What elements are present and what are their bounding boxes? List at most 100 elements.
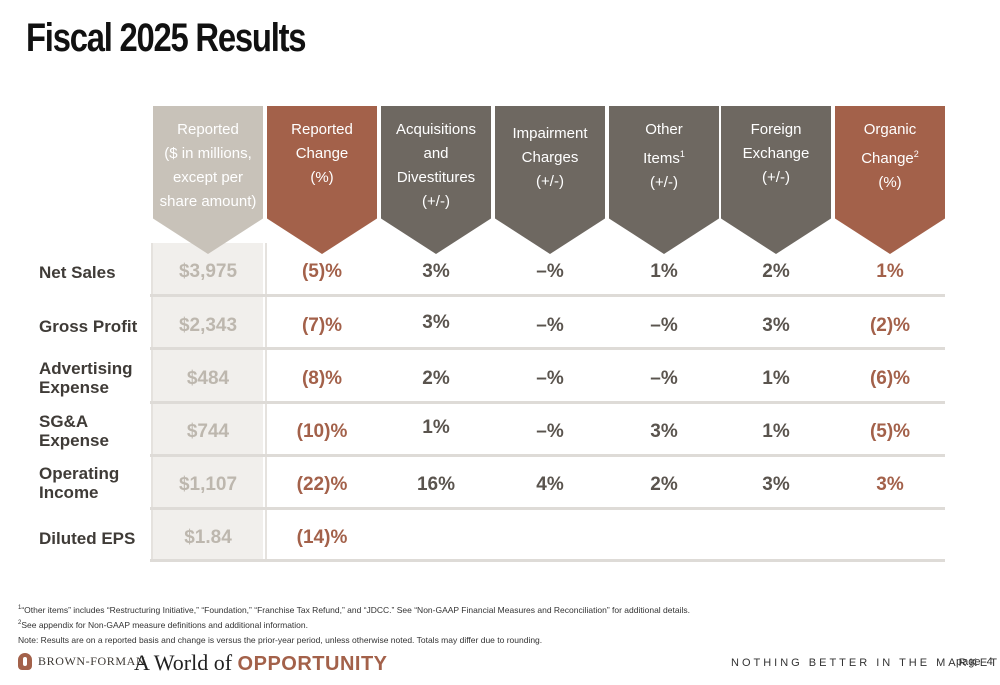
header-line: Reported	[291, 121, 353, 138]
table-cell: (6)%	[869, 368, 911, 389]
header-line: Change	[295, 145, 349, 162]
header-text: Foreign Exchange (+/-)	[721, 118, 831, 190]
row-label: Gross Profit	[39, 317, 138, 336]
header-line: Impairment	[512, 125, 588, 142]
header-line: Organic	[863, 121, 917, 138]
header-chevron	[835, 106, 945, 254]
brand-mark-icon	[18, 653, 32, 670]
table-cell: $3,975	[178, 261, 238, 282]
row-divider	[150, 347, 945, 350]
header-line: Reported	[177, 121, 239, 138]
column-header-organic-change: Organic Change2 (%)	[835, 106, 945, 254]
header-line: Items1	[613, 142, 715, 171]
header-line: Other	[645, 121, 683, 138]
page-label: page	[956, 656, 981, 668]
table-cell: –%	[536, 421, 564, 442]
row-label: Net Sales	[39, 263, 116, 282]
brand-name: BROWN-FORMAN	[38, 654, 146, 668]
table-cell: $2,343	[178, 315, 238, 336]
row-label: SG&A Expense	[39, 412, 109, 450]
row-label: Diluted EPS	[39, 529, 136, 548]
footnote-marker: 2	[18, 620, 22, 627]
header-line: (+/-)	[762, 169, 790, 186]
header-line: and	[423, 145, 449, 162]
header-chevron	[495, 106, 605, 254]
table-cell: $1,107	[178, 474, 238, 495]
header-text: Acquisitions and Divestitures (+/-)	[381, 118, 491, 214]
column-header-reported: Reported ($ in millions, except per shar…	[153, 106, 263, 254]
table-cell: $1.84	[184, 527, 232, 548]
column-header-acquisitions: Acquisitions and Divestitures (+/-)	[381, 106, 491, 254]
header-text: Impairment Charges (+/-)	[495, 122, 605, 194]
header-line: Change2	[839, 142, 941, 171]
tagline: A World of OPPORTUNITY	[134, 650, 388, 676]
header-line: (%)	[310, 169, 334, 186]
footnote-text: See appendix for Non-GAAP measure defini…	[21, 620, 308, 630]
row-divider	[150, 507, 945, 510]
footnote-text: “Other items” includes “Restructuring In…	[21, 605, 690, 615]
table-cell: 3%	[422, 261, 450, 282]
tagline-emphasis: OPPORTUNITY	[237, 653, 388, 675]
header-text: Reported Change (%)	[267, 118, 377, 190]
table-cell: 1%	[762, 421, 790, 442]
column-header-impairment: Impairment Charges (+/-)	[495, 106, 605, 254]
row-divider	[150, 454, 945, 457]
header-line-text: Change	[861, 150, 914, 167]
slogan: NOTHING BETTER IN THE MARKET	[731, 657, 1000, 669]
footnote-marker: 1	[18, 605, 22, 612]
table-cell: –%	[650, 368, 678, 389]
table-cell: (14)%	[296, 527, 348, 548]
row-divider	[150, 559, 945, 562]
header-text: Organic Change2 (%)	[835, 118, 945, 195]
footnote-2: 2See appendix for Non-GAAP measure defin…	[18, 620, 308, 630]
header-text: Other Items1 (+/-)	[609, 118, 719, 195]
table-cell: 2%	[762, 261, 790, 282]
table-cell: $484	[186, 368, 230, 389]
header-chevron	[609, 106, 719, 254]
table-cell: 2%	[650, 474, 678, 495]
table-cell: 2%	[422, 368, 450, 389]
header-line: (+/-)	[422, 193, 450, 210]
table-cell: 3%	[762, 474, 790, 495]
table-cell: (22)%	[296, 474, 348, 495]
table-cell: 1%	[876, 261, 904, 282]
header-chevron	[267, 106, 377, 254]
header-line: (%)	[878, 174, 902, 191]
table-cell: 1%	[650, 261, 678, 282]
column-header-reported-change: Reported Change (%)	[267, 106, 377, 254]
header-chevron	[721, 106, 831, 254]
brand-logo: BROWN-FORMAN	[18, 653, 145, 670]
table-cell: 3%	[762, 315, 790, 336]
header-line: Divestitures	[396, 169, 476, 186]
table-cell: (7)%	[301, 315, 343, 336]
table-cell: 3%	[422, 312, 450, 333]
footnote-note: Note: Results are on a reported basis an…	[18, 635, 543, 645]
column-header-foreign-exchange: Foreign Exchange (+/-)	[721, 106, 831, 254]
header-line: share amount)	[159, 193, 257, 210]
tagline-prefix: A World of	[134, 650, 233, 675]
header-line-text: Items	[643, 150, 680, 167]
table-cell: 1%	[762, 368, 790, 389]
header-line: ($ in millions,	[164, 145, 252, 162]
table-cell: 1%	[422, 417, 450, 438]
table-cell: $744	[186, 421, 230, 442]
table-cell: 4%	[536, 474, 564, 495]
row-label: Operating Income	[39, 464, 120, 502]
header-chevron	[381, 106, 491, 254]
page-number-value: 4	[986, 656, 993, 668]
header-line: Foreign	[750, 121, 802, 138]
footnote-1: 1“Other items” includes “Restructuring I…	[18, 605, 690, 615]
header-text: Reported ($ in millions, except per shar…	[153, 118, 263, 214]
column-header-other-items: Other Items1 (+/-)	[609, 106, 719, 254]
header-line: (+/-)	[650, 174, 678, 191]
page-title: Fiscal 2025 Results	[26, 16, 307, 60]
row-divider	[150, 294, 945, 297]
table-cell: –%	[536, 261, 564, 282]
table-cell: (2)%	[869, 315, 911, 336]
table-cell: –%	[536, 368, 564, 389]
table-cell: 3%	[876, 474, 904, 495]
header-line: except per	[172, 169, 244, 186]
table-cell: (10)%	[296, 421, 348, 442]
table-cell: –%	[536, 315, 564, 336]
row-label: Advertising Expense	[39, 359, 133, 397]
